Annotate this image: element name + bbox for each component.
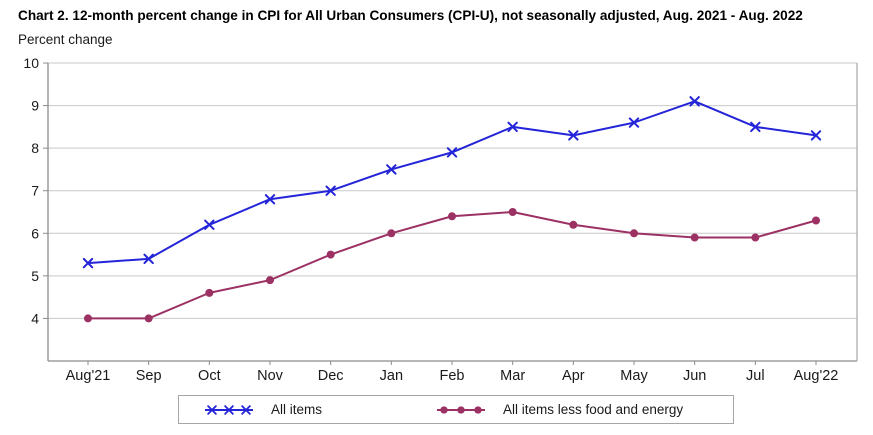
data-point-marker	[446, 147, 458, 158]
data-point-marker	[628, 117, 640, 128]
x-tick-label: Nov	[257, 368, 284, 384]
data-point-marker	[264, 194, 276, 205]
data-point-marker	[630, 229, 638, 238]
data-point-marker	[82, 257, 94, 269]
data-point-marker	[569, 220, 578, 229]
y-axis-unit-label: Percent change	[18, 32, 113, 47]
x-tick-label: Aug'21	[66, 368, 111, 384]
data-point-marker	[204, 219, 215, 230]
x-tick-label: Feb	[440, 368, 465, 384]
data-point-marker	[387, 229, 396, 238]
y-tick-label: 10	[23, 55, 39, 71]
data-point-marker	[241, 405, 251, 415]
x-tick-label: Aug'22	[794, 368, 839, 384]
chart-title: Chart 2. 12-month percent change in CPI …	[18, 8, 803, 23]
data-point-marker	[474, 406, 482, 414]
y-tick-label: 7	[31, 183, 39, 199]
y-tick-label: 9	[31, 98, 39, 114]
data-point-marker	[690, 233, 699, 242]
x-tick-label: Jan	[380, 368, 403, 384]
data-point-marker	[326, 250, 335, 259]
legend: All items All items less food and energy	[178, 395, 734, 424]
x-tick-label: Sep	[136, 368, 162, 384]
data-point-marker	[266, 276, 274, 285]
x-tick-label: Oct	[198, 368, 221, 384]
x-tick-label: Jul	[746, 368, 765, 384]
data-point-marker	[507, 121, 518, 133]
y-tick-label: 4	[31, 310, 39, 326]
data-point-marker	[144, 314, 153, 323]
x-tick-label: Dec	[318, 368, 344, 384]
legend-label-core: All items less food and energy	[503, 402, 684, 417]
data-point-marker	[568, 130, 579, 141]
data-point-marker	[750, 121, 761, 133]
core-legend-marker	[437, 406, 485, 414]
data-point-marker	[448, 212, 456, 221]
series-line-all-items	[87, 100, 817, 265]
data-point-marker	[810, 130, 822, 141]
data-point-marker	[440, 406, 448, 414]
data-point-marker	[386, 164, 397, 175]
data-point-marker	[508, 208, 517, 216]
x-tick-label: Mar	[500, 368, 525, 384]
x-tick-label: Apr	[562, 368, 585, 384]
data-point-marker	[205, 288, 214, 297]
all-items-legend-marker	[205, 405, 253, 415]
data-point-marker	[457, 406, 465, 414]
y-tick-label: 5	[31, 268, 39, 284]
data-point-marker	[84, 314, 92, 323]
series-line-core	[88, 211, 817, 320]
y-tick-label: 8	[31, 140, 39, 156]
data-point-marker	[812, 216, 820, 225]
data-point-marker	[224, 405, 234, 415]
legend-label-all-items: All items	[271, 402, 323, 417]
data-point-marker	[207, 405, 217, 415]
x-tick-label: Jun	[683, 368, 706, 384]
data-point-marker	[325, 185, 336, 196]
data-point-marker	[143, 253, 154, 265]
x-tick-label: May	[620, 368, 648, 384]
data-point-marker	[689, 96, 700, 107]
y-tick-label: 6	[31, 225, 39, 241]
data-point-marker	[751, 233, 760, 242]
